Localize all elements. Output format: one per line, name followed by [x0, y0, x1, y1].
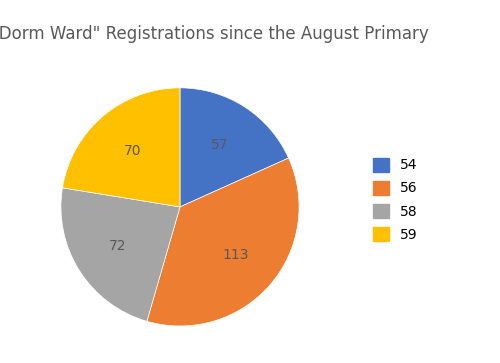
Wedge shape	[62, 88, 180, 207]
Text: 72: 72	[109, 239, 126, 253]
Text: 70: 70	[124, 144, 141, 158]
Legend: 54, 56, 58, 59: 54, 56, 58, 59	[367, 152, 424, 247]
Text: 57: 57	[212, 138, 229, 152]
Wedge shape	[61, 188, 180, 321]
Text: "Dorm Ward" Registrations since the August Primary: "Dorm Ward" Registrations since the Augu…	[0, 25, 429, 44]
Wedge shape	[147, 158, 299, 326]
Wedge shape	[180, 88, 288, 207]
Text: 113: 113	[222, 248, 249, 262]
